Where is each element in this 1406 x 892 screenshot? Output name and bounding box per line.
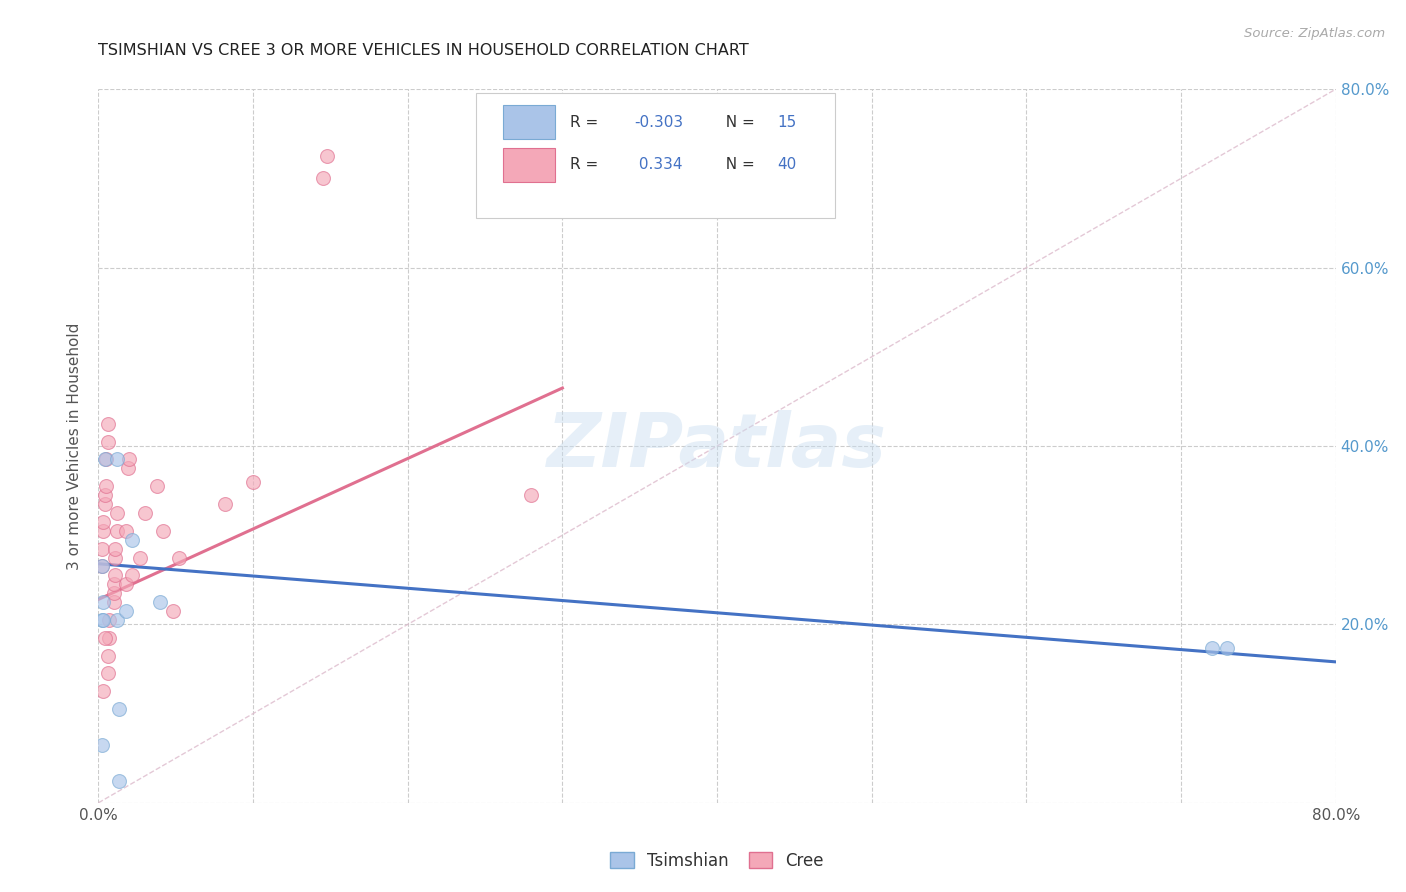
Point xyxy=(167,550,190,565)
Point xyxy=(103,577,125,591)
Text: N =: N = xyxy=(716,114,759,129)
Point xyxy=(115,604,138,618)
Point xyxy=(129,550,152,565)
Point xyxy=(115,577,138,591)
Point xyxy=(107,702,129,716)
Point xyxy=(93,497,115,511)
Point xyxy=(105,506,128,520)
Point xyxy=(105,613,128,627)
Point xyxy=(97,434,120,449)
Text: -0.303: -0.303 xyxy=(634,114,683,129)
Point xyxy=(520,488,543,502)
Point xyxy=(149,595,172,609)
Point xyxy=(96,452,118,467)
FancyBboxPatch shape xyxy=(475,93,835,218)
Text: 15: 15 xyxy=(778,114,797,129)
Point xyxy=(121,533,143,547)
Point xyxy=(98,613,121,627)
Point xyxy=(105,452,128,467)
Text: 40: 40 xyxy=(778,157,797,172)
Point xyxy=(152,524,174,538)
Point xyxy=(115,524,138,538)
Point xyxy=(91,595,114,609)
Point xyxy=(97,666,120,681)
Point xyxy=(98,631,121,645)
Point xyxy=(121,568,143,582)
Point xyxy=(104,550,127,565)
Point xyxy=(91,524,114,538)
Point xyxy=(117,461,139,475)
Text: 0.334: 0.334 xyxy=(634,157,683,172)
Point xyxy=(93,488,115,502)
Text: TSIMSHIAN VS CREE 3 OR MORE VEHICLES IN HOUSEHOLD CORRELATION CHART: TSIMSHIAN VS CREE 3 OR MORE VEHICLES IN … xyxy=(98,43,749,58)
Point xyxy=(1201,641,1223,656)
Text: ZIPatlas: ZIPatlas xyxy=(547,409,887,483)
Point xyxy=(93,452,115,467)
Point xyxy=(90,559,112,574)
Point xyxy=(316,149,339,163)
Point xyxy=(91,684,114,698)
Point xyxy=(91,613,114,627)
Legend: Tsimshian, Cree: Tsimshian, Cree xyxy=(603,846,831,877)
Text: N =: N = xyxy=(716,157,759,172)
Point xyxy=(105,524,128,538)
Point xyxy=(90,559,112,574)
Point xyxy=(103,586,125,600)
Point xyxy=(93,631,115,645)
Point xyxy=(1216,641,1239,656)
Point xyxy=(214,497,236,511)
FancyBboxPatch shape xyxy=(503,148,555,182)
Point xyxy=(91,515,114,529)
Point xyxy=(103,595,125,609)
Point xyxy=(90,541,112,556)
Point xyxy=(96,479,118,493)
Text: R =: R = xyxy=(569,157,603,172)
Point xyxy=(134,506,156,520)
Point xyxy=(242,475,264,489)
Point xyxy=(90,738,112,752)
Point xyxy=(118,452,141,467)
Point xyxy=(90,613,112,627)
Point xyxy=(162,604,184,618)
Y-axis label: 3 or more Vehicles in Household: 3 or more Vehicles in Household xyxy=(67,322,83,570)
Point xyxy=(97,417,120,431)
Text: R =: R = xyxy=(569,114,603,129)
Point xyxy=(104,541,127,556)
Point xyxy=(146,479,169,493)
Point xyxy=(312,171,335,186)
Point xyxy=(107,773,129,788)
Point xyxy=(97,648,120,663)
Text: Source: ZipAtlas.com: Source: ZipAtlas.com xyxy=(1244,27,1385,40)
FancyBboxPatch shape xyxy=(503,105,555,139)
Point xyxy=(104,568,127,582)
